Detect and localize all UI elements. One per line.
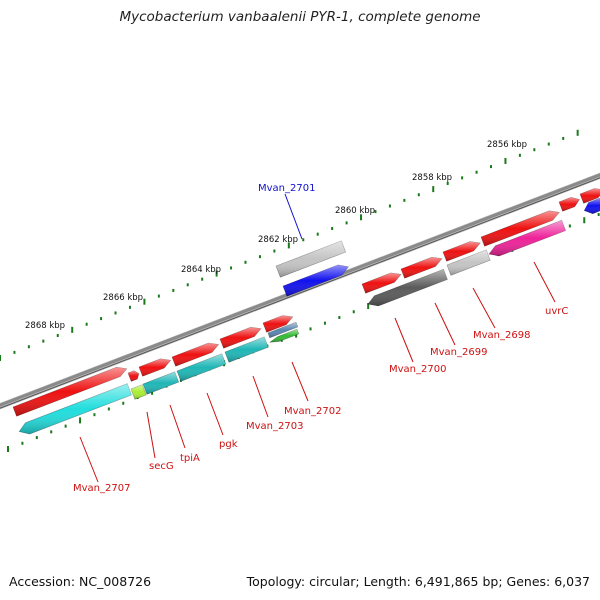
- kbp-label: 2856 kbp: [487, 140, 527, 150]
- gene-label-mvan-2699: Mvan_2699: [430, 347, 487, 358]
- leader-line-mvan-2698: [472, 287, 496, 329]
- map-title: Mycobacterium vanbaalenii PYR-1, complet…: [119, 9, 481, 25]
- leader-line-mvan-2703: [252, 375, 269, 418]
- kbp-label: 2862 kbp: [258, 235, 298, 245]
- cds-blue-edge-shade: [584, 198, 600, 214]
- kbp-label: 2860 kbp: [335, 206, 375, 216]
- kbp-label: 2858 kbp: [412, 173, 452, 183]
- cds-mvan-2707-shade: [19, 383, 132, 434]
- cds-mvan-2699-shade: [447, 249, 491, 276]
- leader-line-mvan-2700: [394, 317, 414, 363]
- cds-forward-shade: [139, 358, 171, 377]
- cds-mvan-2707-forward-shade: [13, 367, 127, 417]
- cds-forward-shade: [401, 257, 442, 279]
- cds-mvan-2698-shade: [489, 220, 566, 256]
- kbp-label: 2868 kbp: [25, 321, 65, 331]
- cds-small-forward-shade: [128, 370, 139, 382]
- leader-line-mvan-2699: [434, 302, 456, 346]
- gene-label-pgk: pgk: [219, 439, 238, 450]
- gene-label-uvrc: uvrC: [545, 306, 568, 317]
- leader-line-uvrc: [533, 261, 556, 303]
- leader-line-mvan-2707: [79, 436, 99, 483]
- cds-mvan-2703-shade: [225, 336, 269, 363]
- cds-forward-shade: [220, 327, 261, 349]
- gene-label-mvan-2700: Mvan_2700: [389, 364, 446, 375]
- kbp-label: 2866 kbp: [103, 293, 143, 303]
- kbp-label: 2864 kbp: [181, 265, 221, 275]
- cds-gray-upper-shade: [276, 240, 346, 278]
- gene-label-mvan-2707: Mvan_2707: [73, 483, 130, 494]
- leader-line-mvan-2701: [284, 193, 303, 240]
- topology-text: Topology: circular; Length: 6,491,865 bp…: [246, 574, 590, 589]
- gene-label-mvan-2703: Mvan_2703: [246, 421, 303, 432]
- cds-forward-shade: [263, 315, 293, 333]
- gene-label-mvan-2702: Mvan_2702: [284, 406, 341, 417]
- cds-forward-shade: [580, 188, 600, 204]
- backbone-shadow: [0, 177, 600, 409]
- cds-mvan-2702-shade: [269, 329, 299, 343]
- cds-forward-shade: [481, 210, 560, 247]
- accession-text: Accession: NC_008726: [9, 574, 152, 589]
- gene-label-tpia: tpiA: [180, 453, 200, 464]
- leader-line-mvan-2702: [291, 361, 309, 402]
- gene-features: [12, 188, 600, 435]
- cds-mvan-2702-top-shade: [268, 322, 298, 338]
- gene-label-mvan-2701: Mvan_2701: [258, 183, 315, 194]
- cds-forward-shade: [172, 343, 219, 367]
- cds-forward-shade: [559, 197, 580, 212]
- leader-line-pgk: [206, 392, 224, 436]
- leader-line-secg: [146, 411, 156, 459]
- gene-labels: Mvan_2707 secG tpiA pgk Mvan_2703 Mvan_2702 Mv…: [73, 183, 568, 494]
- cds-secg-shade: [131, 384, 147, 400]
- gene-label-secg: secG: [149, 461, 174, 472]
- cds-forward-shade: [443, 241, 481, 262]
- gene-label-mvan-2698: Mvan_2698: [473, 330, 530, 341]
- cds-tpia-shade: [143, 371, 179, 395]
- cds-mvan-2700-shade: [368, 269, 448, 306]
- cds-pgk-shade: [177, 353, 226, 382]
- cds-mvan-2701-shade: [283, 264, 349, 297]
- cds-forward-shade: [362, 272, 402, 294]
- leader-line-tpia: [169, 404, 186, 449]
